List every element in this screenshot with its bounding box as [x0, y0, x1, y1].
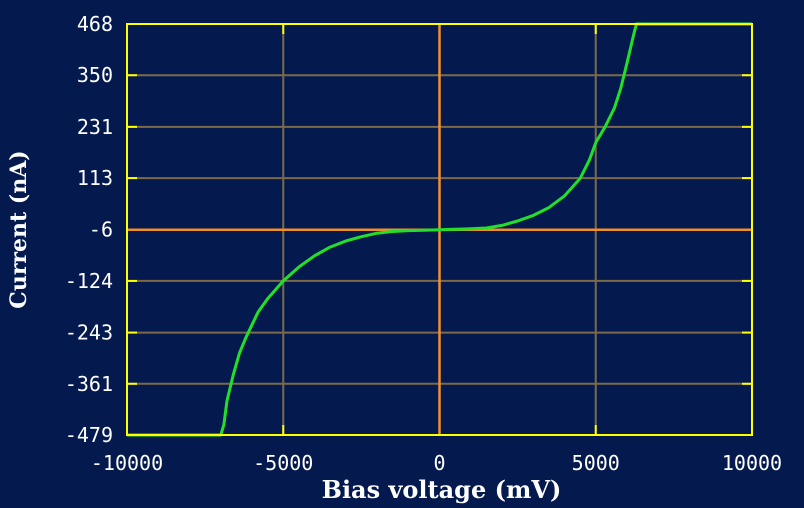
y-tick-label: 468 [77, 12, 113, 36]
y-tick-label: -124 [65, 269, 113, 293]
x-axis-title: Bias voltage (mV) [322, 475, 562, 504]
x-tick-labels: -10000 -5000 0 5000 10000 [91, 451, 782, 475]
y-tick-label: -361 [65, 372, 113, 396]
series-line [127, 22, 752, 437]
series-layer [127, 22, 752, 437]
y-tick-label: -6 [89, 218, 113, 242]
x-tick-label: -10000 [91, 451, 163, 475]
x-tick-label: 10000 [722, 451, 782, 475]
y-tick-label: 350 [77, 63, 113, 87]
y-tick-label: 231 [77, 115, 113, 139]
y-tick-label: 113 [77, 166, 113, 190]
y-tick-label: -479 [65, 423, 113, 447]
x-tick-label: 0 [433, 451, 445, 475]
y-axis-title: Current (nA) [6, 150, 32, 308]
x-tick-label: 5000 [572, 451, 620, 475]
y-tick-labels: 468 350 231 113 -6 -124 -243 -361 -479 [65, 12, 113, 447]
x-tick-label: -5000 [253, 451, 313, 475]
y-tick-label: -243 [65, 321, 113, 345]
plot-frame [126, 23, 753, 436]
